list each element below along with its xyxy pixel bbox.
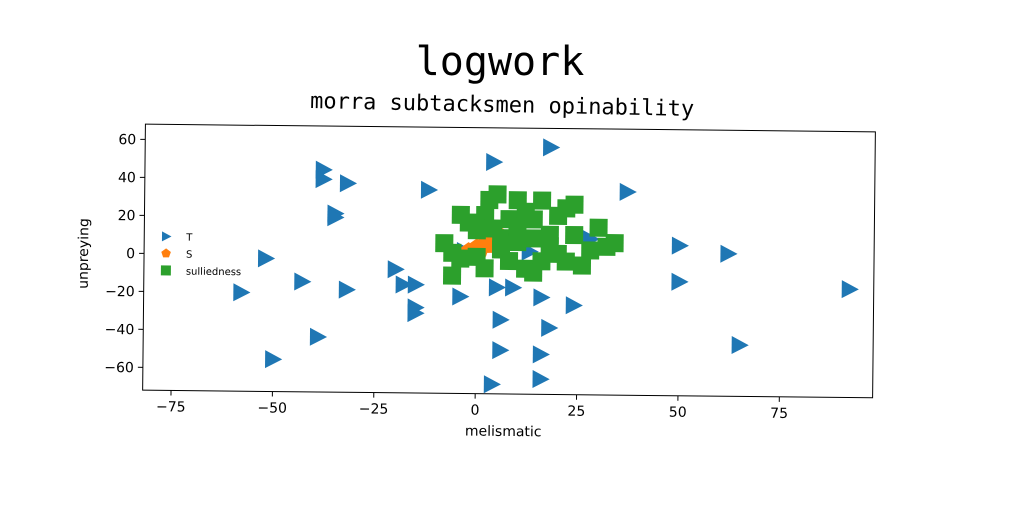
data-point [491,240,511,259]
y-tick-label: 0 [126,246,135,262]
x-tick-label: −50 [257,400,287,416]
x-tick-label: −75 [156,399,186,415]
data-point [581,241,600,260]
data-point [395,275,413,294]
legend-label: sulliedness [186,267,241,279]
data-point [508,191,527,210]
data-point [265,350,283,369]
y-tick-label: 40 [118,170,136,186]
data-point [505,278,523,297]
data-point [257,249,276,268]
data-point [543,138,561,157]
data-point [387,260,405,279]
data-point [841,280,859,299]
data-point [671,236,689,255]
data-point [339,174,358,193]
data-point [720,244,738,263]
x-tick-label: 25 [567,404,585,420]
legend-label: S [186,250,192,261]
y-tick-label: −40 [105,322,135,338]
data-point [565,296,583,315]
x-tick-label: 75 [770,406,788,422]
data-point [407,275,425,294]
data-point [488,185,507,204]
data-point [492,341,510,360]
data-point [294,272,312,291]
data-point [492,310,510,329]
x-tick-label: −25 [359,401,389,417]
plot-frame [142,123,876,399]
data-point [532,252,551,271]
y-tick-label: 60 [118,132,136,148]
data-point [407,304,425,323]
data-point [589,218,608,237]
data-point [486,152,504,171]
data-point [315,170,333,189]
x-axis: −75 −50 −25 0 25 50 75 [156,390,788,422]
data-point [338,280,356,299]
data-point [233,283,251,302]
data-point [619,182,637,201]
data-point [533,288,551,307]
data-point [731,336,749,355]
data-point [508,217,527,236]
data-point [309,327,328,346]
legend-marker [161,231,172,242]
data-point [532,345,550,364]
data-point [467,221,486,240]
x-tick-label: 50 [669,405,687,421]
legend-marker [161,248,171,258]
data-point [565,225,584,245]
data-point [488,278,507,297]
data-point [532,191,552,210]
figure-title: logwork [416,39,585,85]
data-point [532,370,550,389]
data-point [442,266,462,285]
data-point [556,252,575,271]
data-point [671,272,689,291]
data-point [451,249,470,268]
data-point [420,180,439,199]
data-point [565,195,584,214]
data-point [541,318,559,337]
data-point [327,208,345,227]
x-axis-label: melismatic [465,424,542,441]
chart-title: morra subtacksmen opinability [310,89,695,122]
y-tick-label: −60 [104,360,134,376]
y-tick-label: −20 [105,284,135,300]
data-point [508,232,527,252]
x-tick-label: 0 [470,403,479,419]
data-point [524,210,543,229]
y-tick-label: 20 [118,208,136,224]
plot-area: −75 −50 −25 0 25 50 75 −60 −40 −20 0 20 40 60 TSsull… [76,123,876,441]
data-point [467,247,486,266]
data-point [605,234,624,253]
y-axis-label: unpreying [76,218,93,289]
data-point [572,256,592,275]
legend-label: T [185,233,193,244]
data-points [233,138,859,394]
legend-marker [160,265,171,276]
data-point [483,375,501,394]
data-point [452,287,470,306]
data-point [484,219,503,238]
data-point [524,229,543,248]
y-axis: −60 −40 −20 0 20 40 60 [104,132,146,376]
